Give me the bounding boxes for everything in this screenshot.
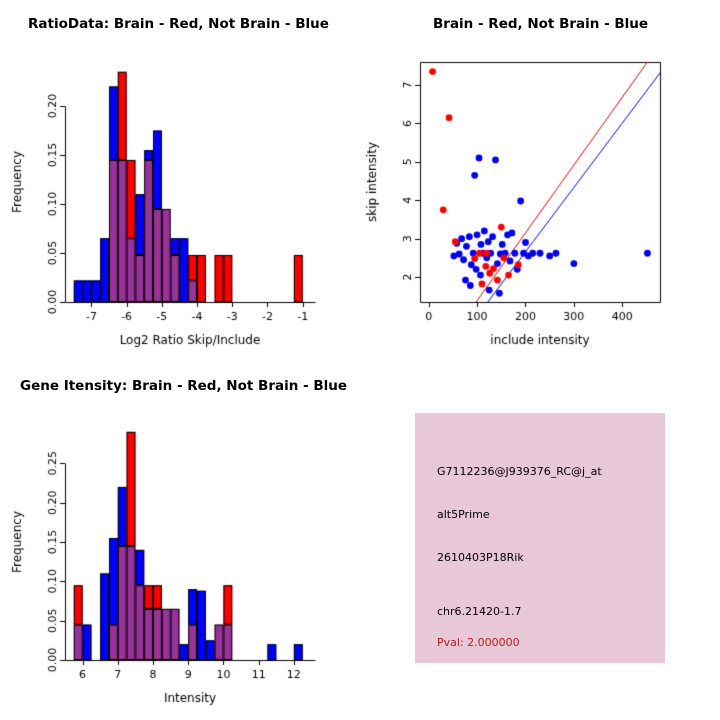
chromosome-location-label: chr6.21420-1.7: [437, 605, 522, 618]
ratio-histogram-plot: [8, 40, 348, 360]
gene-histogram-plot: [8, 402, 348, 720]
probe-id-label: G7112236@J939376_RC@j_at: [437, 465, 602, 478]
gene-histogram-title: Gene Itensity: Brain - Red, Not Brain - …: [20, 378, 348, 394]
scatter-plot: [363, 40, 708, 360]
ratio-histogram-title: RatioData: Brain - Red, Not Brain - Blue: [28, 16, 329, 32]
gene-symbol-label: 2610403P18Rik: [437, 551, 524, 564]
pval-label: Pval: 2.000000: [437, 636, 520, 649]
scatter-title: Brain - Red, Not Brain - Blue: [433, 16, 649, 32]
splice-type-label: alt5Prime: [437, 508, 490, 521]
info-box: G7112236@J939376_RC@j_at alt5Prime 26104…: [415, 413, 665, 663]
